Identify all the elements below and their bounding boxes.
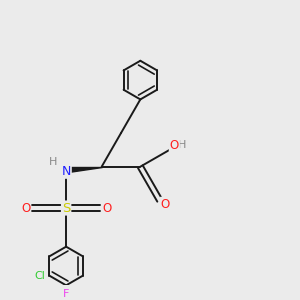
Text: O: O <box>102 202 111 214</box>
Polygon shape <box>68 167 102 172</box>
Text: O: O <box>161 198 170 211</box>
Text: H: H <box>178 140 186 150</box>
Text: F: F <box>63 289 69 299</box>
Text: O: O <box>21 202 30 214</box>
Text: O: O <box>170 139 179 152</box>
Text: N: N <box>61 165 71 178</box>
Text: H: H <box>49 158 58 167</box>
Text: Cl: Cl <box>34 271 45 281</box>
Text: S: S <box>62 202 70 214</box>
